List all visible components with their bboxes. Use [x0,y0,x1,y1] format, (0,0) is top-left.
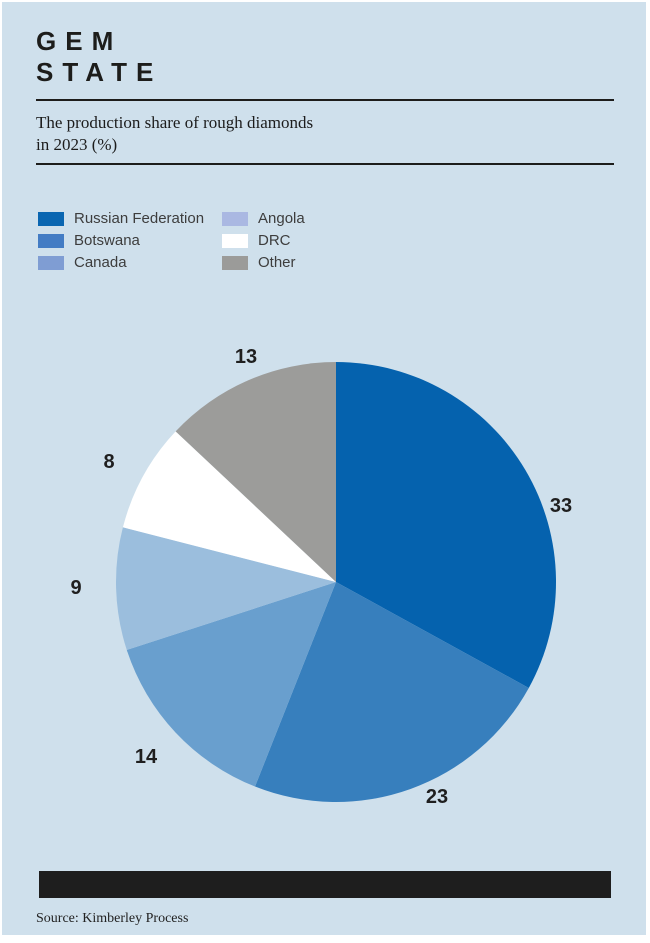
legend-label: Canada [74,254,127,271]
pie-slice-other [175,362,336,582]
chart-subtitle: The production share of rough diamonds i… [36,112,313,156]
legend-label: DRC [258,232,291,249]
legend-label: Angola [258,210,305,227]
page-title: GEM STATE [36,26,162,88]
pie-slice-angola [116,527,336,650]
source-note: Source: Kimberley Process [36,911,189,926]
legend-label: Russian Federation [74,210,205,227]
legend-label: Other [258,254,296,271]
legend-column-2: Angola DRC Other [222,210,305,271]
pie-value-label: 14 [135,746,158,768]
pie-value-label: 13 [235,346,257,368]
pie-value-label: 23 [426,786,448,808]
pie-value-label: 9 [70,577,81,599]
pie-value-label: 8 [103,451,114,473]
legend-label: Botswana [74,232,140,249]
subtitle-line-1: The production share of rough diamonds [36,113,314,132]
legend: Russian Federation Botswana Canada Angol… [38,210,305,271]
footer-bar [39,871,611,898]
divider-subtitle [36,163,614,165]
legend-item-drc: DRC [222,232,305,249]
legend-swatch [38,211,64,226]
legend-item-botswana: Botswana [38,232,222,249]
legend-swatch [222,211,248,226]
pie-slice-drc [122,431,336,582]
pie-slice-canada [126,582,337,787]
legend-swatch [38,233,64,248]
legend-item-canada: Canada [38,254,222,271]
legend-swatch [222,233,248,248]
title-line-2: STATE [36,57,163,87]
subtitle-line-2: in 2023 (%) [36,135,118,154]
legend-item-other: Other [222,254,305,271]
title-line-1: GEM [36,26,123,56]
pie-value-label: 33 [550,495,572,517]
legend-swatch [38,255,64,270]
legend-item-angola: Angola [222,210,305,227]
pie-slice-russian-federation [336,362,557,688]
legend-item-russian-federation: Russian Federation [38,210,222,227]
legend-column-1: Russian Federation Botswana Canada [38,210,222,271]
legend-swatch [222,255,248,270]
pie-slice-botswana [255,582,529,803]
divider-top [36,99,614,101]
